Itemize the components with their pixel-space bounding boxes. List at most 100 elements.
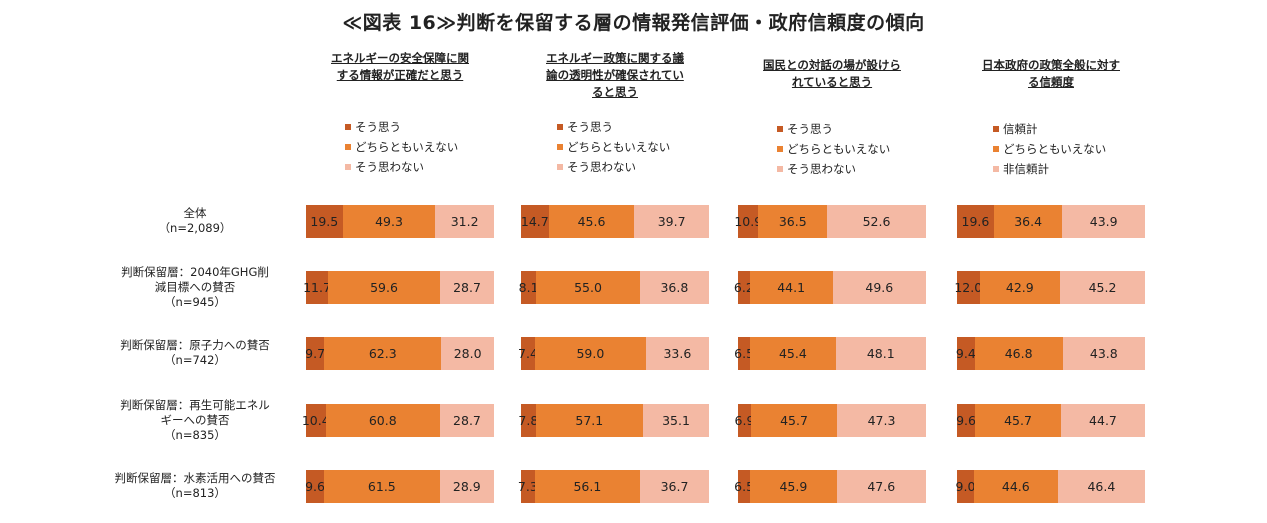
- bar-segment: 46.8: [974, 337, 1063, 370]
- legend-label: そう思う: [567, 120, 613, 134]
- data-label: 35.1: [662, 413, 690, 428]
- legend-label: どちらともいえない: [787, 142, 891, 156]
- legend-swatch: [557, 124, 563, 130]
- data-label: 45.9: [779, 479, 808, 494]
- bar-segment: 44.7: [1060, 404, 1145, 437]
- legend-swatch: [777, 146, 783, 152]
- bar-segment: 19.6: [957, 205, 994, 238]
- data-label: 28.7: [453, 280, 481, 295]
- data-label: 7.4: [518, 346, 538, 361]
- bar-segment: 28.9: [439, 470, 494, 503]
- data-label: 9.7: [305, 346, 326, 361]
- bar-segment: 19.5: [306, 205, 343, 238]
- stacked-bar: 9.7 62.3 28.0: [305, 337, 494, 370]
- legend-item: どちらともいえない: [345, 137, 458, 157]
- bar-segment: 9.6: [305, 470, 325, 503]
- legend-item: そう思う: [777, 119, 890, 139]
- row-label-line: （n=835）: [164, 427, 226, 442]
- row-label-line: 判断保留層：2040年GHG削: [121, 264, 269, 279]
- legend-swatch: [993, 126, 999, 132]
- bar-segment: 9.6: [956, 404, 976, 437]
- data-label: 49.3: [375, 214, 403, 229]
- data-label: 39.7: [657, 214, 686, 229]
- legend-label: そう思う: [787, 122, 833, 136]
- row-label: 判断保留層：水素活用への賛否 （n=813）: [95, 471, 295, 501]
- bar-segment: 36.8: [639, 271, 709, 304]
- panel-title: 日本政府の政策全般に対す る信頼度: [951, 57, 1151, 91]
- row-label: 判断保留層：2040年GHG削 減目標への賛否 （n=945）: [95, 265, 295, 310]
- data-label: 47.3: [867, 413, 896, 428]
- stacked-bar: 9.0 44.6 46.4: [955, 470, 1145, 503]
- data-label: 9.6: [956, 413, 976, 428]
- data-label: 44.7: [1089, 413, 1117, 428]
- data-label: 52.6: [862, 214, 891, 229]
- data-label: 10.4: [301, 413, 330, 428]
- data-label: 49.6: [865, 280, 894, 295]
- stacked-bar: 9.6 45.7 44.7: [956, 404, 1145, 437]
- legend-label: そう思わない: [787, 162, 856, 176]
- bar-segment: 11.7: [303, 271, 331, 304]
- stacked-bar: 6.5 45.9 47.6: [734, 470, 926, 503]
- data-label: 12.0: [954, 280, 983, 295]
- bar-segment: 6.2: [734, 271, 754, 304]
- bar-segment: 28.0: [441, 337, 494, 370]
- bar-segment: 36.7: [640, 470, 709, 503]
- data-label: 19.5: [310, 214, 339, 229]
- bar-segment: 28.7: [440, 271, 494, 304]
- panel-title-line: する情報が正確だと思う: [336, 68, 464, 82]
- stacked-bar: 7.4 59.0 33.6: [518, 337, 709, 370]
- legend-item: そう思う: [557, 117, 670, 137]
- bar-segment: 49.3: [342, 205, 436, 238]
- bar-segment: 6.5: [734, 470, 754, 503]
- legend-item: どちらともいえない: [993, 139, 1106, 159]
- bar-segment: 42.9: [979, 271, 1061, 304]
- row-label-line: ギーへの賛否: [160, 412, 230, 427]
- row-label-line: （n=742）: [164, 353, 226, 367]
- panel-title-line: 国民との対話の場が設けら: [763, 58, 901, 72]
- bar-segment: 46.4: [1057, 470, 1145, 503]
- data-label: 10.9: [734, 214, 763, 229]
- stacked-bar: 11.7 59.6 28.7: [303, 271, 494, 304]
- bar-segment: 31.2: [435, 205, 494, 238]
- stacked-bar: 9.6 61.5 28.9: [305, 470, 494, 503]
- bar-segment: 44.1: [749, 271, 833, 304]
- stacked-bar: 14.7 45.6 39.7: [521, 205, 709, 238]
- bar-segment: 60.8: [325, 404, 440, 437]
- bar-segment: 7.3: [517, 470, 538, 503]
- legend-label: 非信頼計: [1003, 162, 1049, 176]
- bar-segment: 59.6: [327, 271, 441, 304]
- row-label-line: 判断保留層：原子力への賛否: [120, 338, 270, 352]
- row-label-line: （n=945）: [164, 294, 226, 309]
- panel-title-line: 論の透明性が確保されてい: [546, 68, 684, 82]
- stacked-bar: 6.2 44.1 49.6: [734, 271, 926, 304]
- panel-title-line: 日本政府の政策全般に対す: [982, 58, 1120, 72]
- legend-item: そう思わない: [345, 157, 458, 177]
- row-label-line: 全体: [183, 206, 207, 220]
- legend-item: どちらともいえない: [777, 139, 890, 159]
- data-label: 45.7: [1004, 413, 1032, 428]
- data-label: 60.8: [368, 413, 397, 428]
- data-label: 55.0: [574, 280, 602, 295]
- data-label: 9.4: [955, 346, 976, 361]
- legend-label: そう思わない: [355, 160, 424, 174]
- data-label: 14.7: [520, 214, 549, 229]
- bar-segment: 9.7: [305, 337, 326, 370]
- data-label: 48.1: [866, 346, 895, 361]
- stacked-bar: 12.0 42.9 45.2: [954, 271, 1145, 304]
- bar-segment: 47.6: [836, 470, 926, 503]
- legend-label: 信頼計: [1003, 122, 1038, 136]
- data-label: 47.6: [867, 479, 896, 494]
- data-label: 9.0: [955, 479, 976, 494]
- data-label: 8.1: [518, 280, 539, 295]
- bar-segment: 6.9: [735, 404, 754, 437]
- data-label: 43.8: [1089, 346, 1118, 361]
- data-label: 44.6: [1001, 479, 1030, 494]
- panel-title-line: エネルギーの安全保障に関: [331, 51, 469, 65]
- data-label: 45.7: [780, 413, 808, 428]
- data-label: 6.5: [734, 479, 755, 494]
- data-label: 59.0: [576, 346, 605, 361]
- stacked-bar: 19.5 49.3 31.2: [306, 205, 494, 238]
- data-label: 7.3: [517, 479, 538, 494]
- row-label: 判断保留層：原子力への賛否 （n=742）: [95, 338, 295, 368]
- panel-title-line: れていると思う: [791, 75, 873, 89]
